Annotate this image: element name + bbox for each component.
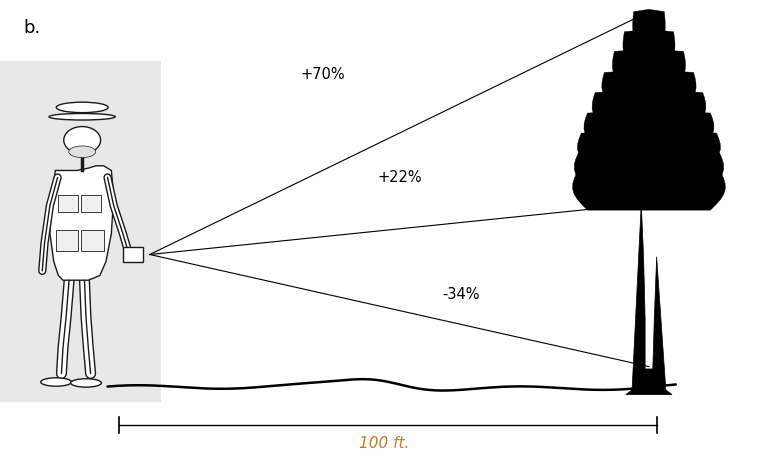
Polygon shape xyxy=(584,111,714,150)
Polygon shape xyxy=(578,131,720,170)
FancyBboxPatch shape xyxy=(81,195,101,212)
Polygon shape xyxy=(626,203,672,395)
Ellipse shape xyxy=(41,378,71,386)
Polygon shape xyxy=(612,49,686,88)
Text: +70%: +70% xyxy=(300,67,345,82)
Ellipse shape xyxy=(56,102,108,113)
FancyBboxPatch shape xyxy=(81,230,104,251)
Ellipse shape xyxy=(69,146,95,157)
FancyBboxPatch shape xyxy=(56,230,78,251)
Polygon shape xyxy=(573,170,725,210)
FancyBboxPatch shape xyxy=(58,195,78,212)
Polygon shape xyxy=(602,70,696,108)
Ellipse shape xyxy=(71,379,101,387)
Polygon shape xyxy=(623,29,675,68)
Polygon shape xyxy=(592,90,706,130)
Polygon shape xyxy=(574,151,723,191)
Ellipse shape xyxy=(64,127,101,154)
Text: -34%: -34% xyxy=(442,287,479,302)
Text: b.: b. xyxy=(23,19,40,37)
Ellipse shape xyxy=(49,113,115,120)
Text: +22%: +22% xyxy=(377,170,422,185)
Bar xyxy=(0,61,161,402)
Polygon shape xyxy=(50,166,114,280)
FancyBboxPatch shape xyxy=(123,247,143,262)
Polygon shape xyxy=(633,9,665,49)
Text: 100 ft.: 100 ft. xyxy=(359,436,409,451)
